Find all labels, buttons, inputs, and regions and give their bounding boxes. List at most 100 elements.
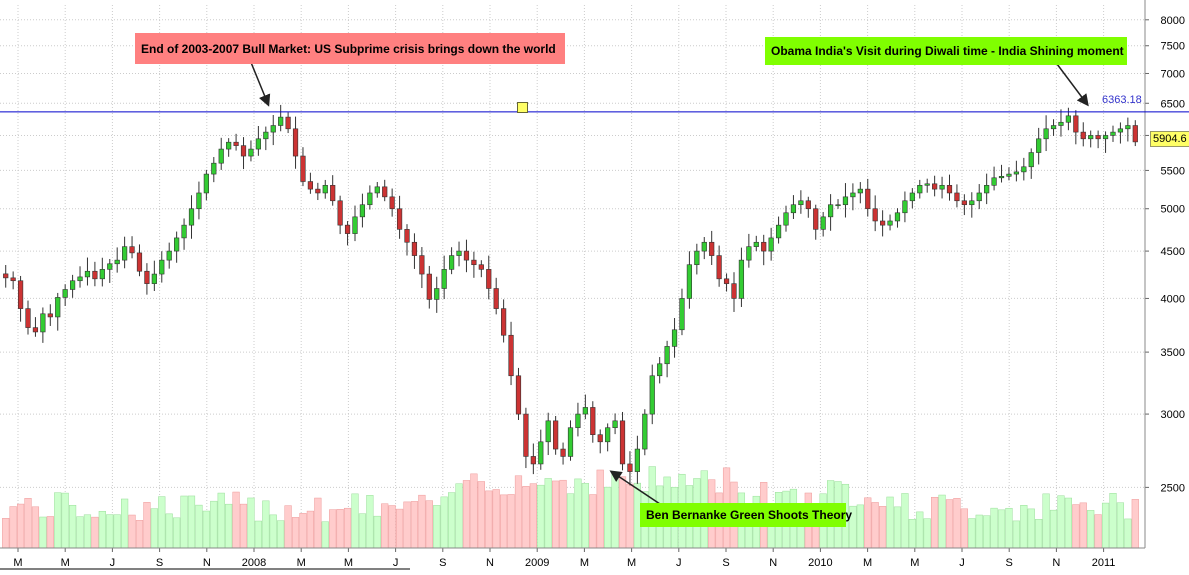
- candle-body: [10, 277, 16, 282]
- volume-bar: [477, 481, 485, 549]
- grid-lines: [0, 5, 1145, 548]
- volume-bar: [262, 500, 270, 549]
- candle-body: [850, 192, 856, 198]
- candle-body: [694, 250, 700, 266]
- candle-body: [240, 145, 247, 157]
- candle-body: [612, 420, 618, 429]
- volume-bar: [373, 515, 381, 549]
- candle-body: [486, 269, 492, 289]
- volume-bar: [425, 500, 433, 549]
- volume-bar: [552, 480, 560, 549]
- candle-body: [1073, 115, 1079, 133]
- candle-body: [226, 141, 232, 150]
- x-tick-label: N: [203, 557, 211, 569]
- candle-body: [307, 181, 314, 190]
- volume-bar: [931, 496, 939, 549]
- candle-body: [790, 204, 797, 214]
- candle-body: [842, 196, 849, 206]
- volume-bar: [485, 490, 493, 549]
- candle-body: [3, 273, 9, 279]
- volume-bar: [1020, 505, 1028, 549]
- volume-bar: [39, 516, 47, 549]
- volume-bar: [351, 493, 359, 549]
- candle-body: [69, 280, 76, 290]
- candle-body: [471, 259, 477, 266]
- volume-bar: [1079, 502, 1087, 549]
- volume-bar: [358, 513, 367, 549]
- x-tick-label: N: [486, 557, 494, 569]
- volume-bar: [329, 509, 337, 549]
- volume-bar: [410, 501, 419, 549]
- candle-body: [25, 308, 31, 328]
- candle-body: [827, 204, 834, 218]
- annotation-green-shoots: Ben Bernanke Green Shoots Theory: [640, 503, 852, 527]
- candle-body: [813, 208, 819, 230]
- candle-body: [553, 420, 559, 450]
- volume-bar: [113, 514, 121, 549]
- last-price-badge: 5904.6: [1150, 131, 1189, 147]
- candle-body: [657, 363, 663, 377]
- volume-bar: [291, 517, 300, 549]
- x-tick-label: M: [580, 557, 589, 569]
- y-tick-label: 8000: [1161, 15, 1185, 27]
- volume-bar: [893, 506, 902, 549]
- volume-bar: [566, 493, 575, 549]
- candle-body: [902, 200, 908, 214]
- candle-body: [122, 246, 128, 261]
- volume-bar: [618, 476, 627, 549]
- volume-bar: [856, 504, 864, 549]
- candlesticks: [3, 104, 1138, 486]
- candle-body: [188, 208, 195, 226]
- candle-body: [203, 173, 209, 194]
- candle-body: [582, 407, 588, 415]
- candle-body: [723, 278, 730, 284]
- volume-bar: [239, 503, 248, 549]
- candle-body: [1021, 166, 1027, 173]
- candle-body: [939, 185, 945, 190]
- horizontal-line-handle[interactable]: [517, 102, 528, 113]
- candle-body: [686, 264, 693, 299]
- x-tick-label: J: [393, 557, 399, 569]
- volume-bar: [1049, 509, 1058, 549]
- candle-body: [352, 216, 358, 234]
- candle-body: [419, 255, 425, 275]
- volume-bar: [388, 505, 396, 549]
- candle-body: [865, 188, 871, 210]
- candle-body: [731, 283, 737, 299]
- y-tick-label: 7000: [1161, 68, 1185, 80]
- arrow-bernanke: [609, 470, 661, 505]
- volume-bar: [871, 502, 879, 549]
- volume-bar: [76, 516, 84, 549]
- volume-bar: [1027, 508, 1035, 549]
- candle-body: [174, 237, 180, 252]
- candle-body: [17, 280, 24, 309]
- candle-body: [649, 375, 655, 415]
- candle-body: [820, 216, 826, 230]
- candle-body: [998, 176, 1005, 179]
- x-tick-label: N: [769, 557, 777, 569]
- x-tick-label: S: [156, 557, 163, 569]
- volume-bars: [2, 466, 1139, 549]
- candle-body: [1117, 128, 1124, 133]
- candle-body: [872, 208, 878, 222]
- candle-body: [233, 141, 239, 146]
- volume-bar: [1094, 514, 1102, 549]
- candle-body: [857, 188, 863, 194]
- volume-bar: [983, 515, 991, 549]
- arrow-bull-end: [249, 59, 271, 107]
- candle-body: [746, 246, 752, 261]
- candle-body: [664, 346, 670, 365]
- candle-body: [738, 259, 745, 299]
- candle-body: [783, 212, 789, 226]
- volume-bar: [448, 492, 456, 549]
- x-tick-label: S: [439, 557, 446, 569]
- candle-body: [1065, 115, 1072, 123]
- candle-body: [976, 192, 982, 202]
- candle-body: [441, 269, 447, 289]
- candle-body: [515, 375, 522, 415]
- candle-body: [478, 264, 484, 270]
- candle-body: [456, 250, 462, 256]
- volume-bar: [916, 511, 924, 549]
- x-tick-label: J: [676, 557, 682, 569]
